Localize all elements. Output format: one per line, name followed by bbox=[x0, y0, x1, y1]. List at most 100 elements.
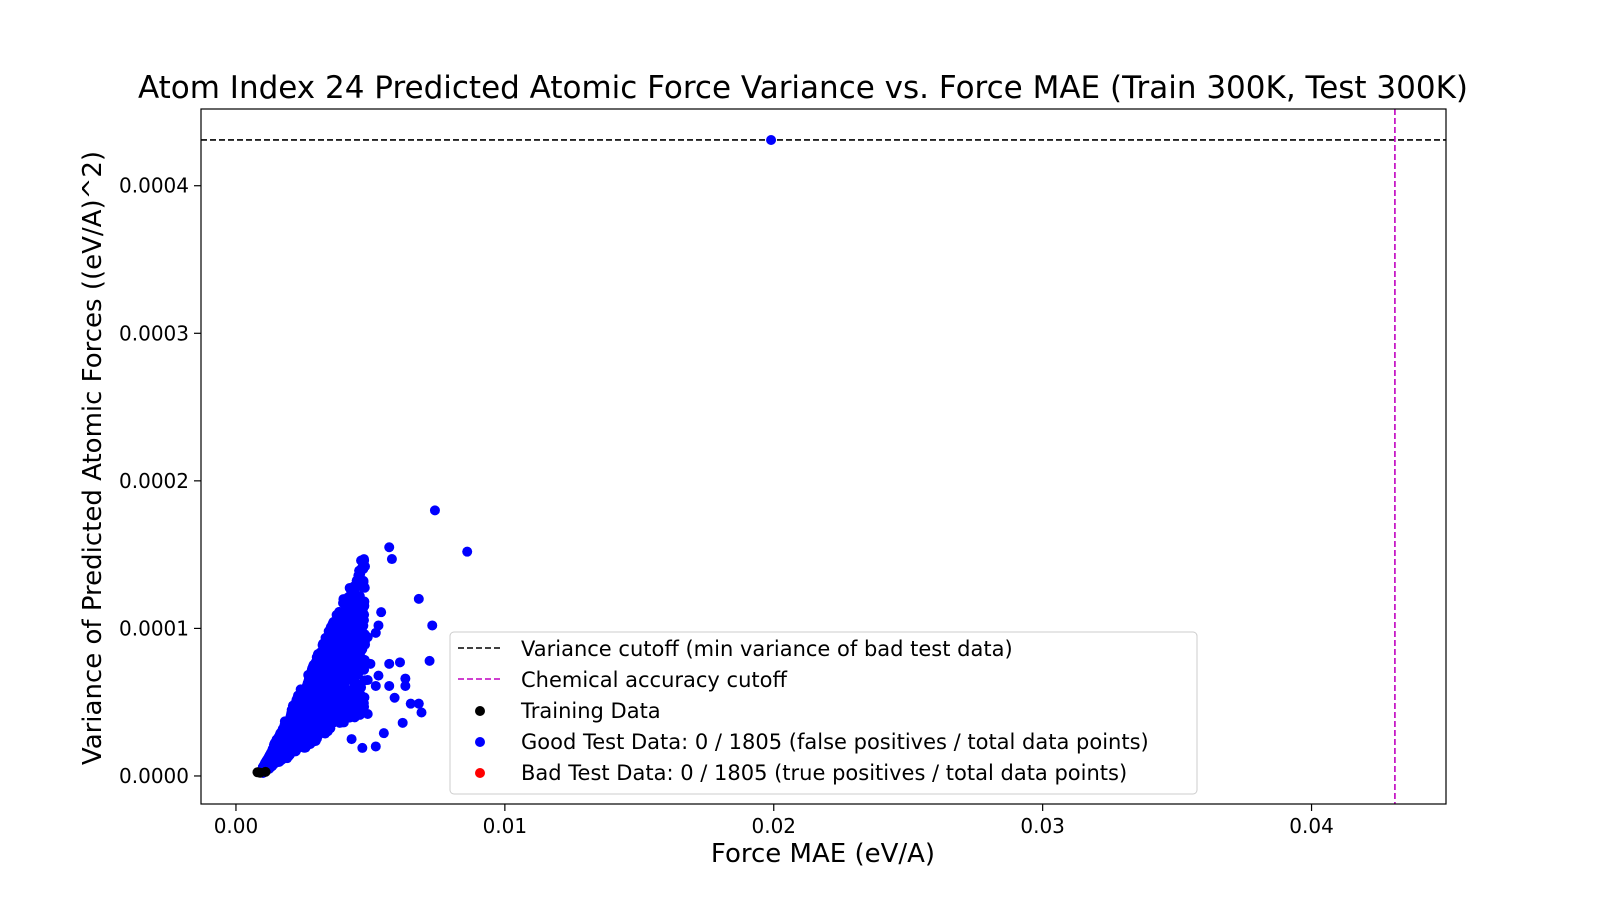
good-test-point bbox=[349, 679, 360, 690]
good-test-point bbox=[299, 701, 310, 712]
good-test-point bbox=[400, 673, 411, 684]
good-test-point bbox=[378, 728, 389, 739]
good-test-point bbox=[360, 639, 371, 650]
good-test-point bbox=[346, 708, 357, 719]
good-test-point bbox=[358, 600, 369, 611]
good-test-point bbox=[354, 701, 365, 712]
chart-title: Atom Index 24 Predicted Atomic Force Var… bbox=[138, 70, 1468, 106]
good-test-point bbox=[424, 655, 435, 666]
good-test-point bbox=[400, 680, 411, 691]
y-tick-label: 0.0001 bbox=[119, 616, 189, 640]
x-tick-label: 0.03 bbox=[1020, 814, 1065, 838]
good-test-point bbox=[285, 749, 296, 760]
good-test-point bbox=[349, 595, 360, 606]
good-test-point bbox=[341, 694, 352, 705]
legend-label-chemical-accuracy: Chemical accuracy cutoff bbox=[521, 668, 787, 692]
good-test-point bbox=[376, 607, 387, 618]
y-tick-label: 0.0004 bbox=[119, 174, 189, 198]
legend-label-training: Training Data bbox=[520, 699, 661, 723]
good-test-point bbox=[312, 705, 323, 716]
x-axis-ticks: 0.00 0.01 0.02 0.03 0.04 bbox=[214, 804, 1334, 838]
good-test-point bbox=[358, 575, 369, 586]
good-test-point bbox=[384, 658, 395, 669]
good-test-point bbox=[351, 655, 362, 666]
good-test-point bbox=[315, 649, 326, 660]
y-tick-label: 0.0002 bbox=[119, 469, 189, 493]
good-test-point bbox=[358, 564, 369, 575]
legend-label-variance-cutoff: Variance cutoff (min variance of bad tes… bbox=[521, 637, 1013, 661]
good-test-point bbox=[335, 685, 346, 696]
reference-lines bbox=[201, 109, 1446, 804]
good-test-point bbox=[386, 554, 397, 565]
good-test-point bbox=[338, 707, 349, 718]
good-test-point bbox=[357, 617, 368, 628]
x-tick-label: 0.00 bbox=[214, 814, 259, 838]
good-test-point bbox=[362, 708, 373, 719]
good-test-point bbox=[328, 658, 339, 669]
legend-marker-good-test bbox=[475, 737, 485, 747]
x-tick-label: 0.01 bbox=[483, 814, 528, 838]
x-tick-label: 0.04 bbox=[1289, 814, 1334, 838]
legend-marker-training bbox=[475, 706, 485, 716]
good-test-point bbox=[325, 624, 336, 635]
good-test-point bbox=[384, 542, 395, 553]
good-test-point bbox=[347, 641, 358, 652]
y-tick-label: 0.0000 bbox=[119, 764, 189, 788]
good-test-point bbox=[397, 717, 408, 728]
good-test-point bbox=[462, 546, 473, 557]
good-test-point bbox=[346, 614, 357, 625]
y-axis-ticks: 0.0000 0.0001 0.0002 0.0003 0.0004 bbox=[119, 174, 201, 788]
good-test-point bbox=[349, 689, 360, 700]
scatter-points bbox=[252, 134, 777, 778]
good-test-point bbox=[427, 620, 438, 631]
good-test-point bbox=[346, 666, 357, 677]
legend-label-bad-test: Bad Test Data: 0 / 1805 (true positives … bbox=[521, 761, 1127, 785]
good-test-point bbox=[394, 657, 405, 668]
good-test-point bbox=[274, 730, 285, 741]
y-tick-label: 0.0003 bbox=[119, 321, 189, 345]
good-test-point bbox=[429, 505, 440, 516]
good-test-point bbox=[358, 554, 369, 565]
good-test-point bbox=[291, 697, 302, 708]
good-test-point bbox=[389, 692, 400, 703]
plot-frame bbox=[200, 108, 1447, 805]
good-test-point bbox=[370, 741, 381, 752]
good-test-point bbox=[766, 134, 777, 145]
good-test-point bbox=[281, 719, 292, 730]
good-test-point bbox=[327, 675, 338, 686]
training-point bbox=[255, 767, 266, 778]
good-test-point bbox=[341, 621, 352, 632]
good-test-point bbox=[357, 742, 368, 753]
good-test-point bbox=[413, 698, 424, 709]
good-test-point bbox=[312, 717, 323, 728]
good-test-point bbox=[362, 675, 373, 686]
good-test-point bbox=[322, 694, 333, 705]
good-test-point bbox=[299, 716, 310, 727]
good-test-point bbox=[327, 707, 338, 718]
legend-marker-bad-test bbox=[475, 768, 485, 778]
y-axis-label: Variance of Predicted Atomic Forces ((eV… bbox=[78, 151, 108, 765]
good-test-point bbox=[338, 717, 349, 728]
legend-box bbox=[449, 631, 1198, 795]
good-test-point bbox=[302, 733, 313, 744]
good-test-point bbox=[384, 680, 395, 691]
good-test-point bbox=[357, 664, 368, 675]
good-test-point bbox=[333, 637, 344, 648]
legend-label-good-test: Good Test Data: 0 / 1805 (false positive… bbox=[521, 730, 1149, 754]
good-test-point bbox=[370, 680, 381, 691]
good-test-point bbox=[319, 725, 330, 736]
good-test-point bbox=[306, 676, 317, 687]
good-test-point bbox=[416, 707, 427, 718]
good-test-point bbox=[343, 654, 354, 665]
good-test-point bbox=[370, 627, 381, 638]
good-test-point bbox=[317, 663, 328, 674]
good-test-point bbox=[373, 670, 384, 681]
x-axis-label: Force MAE (eV/A) bbox=[711, 839, 935, 869]
x-tick-label: 0.02 bbox=[751, 814, 796, 838]
legend: Variance cutoff (min variance of bad tes… bbox=[449, 631, 1198, 795]
good-test-point bbox=[346, 734, 357, 745]
good-test-point bbox=[365, 658, 376, 669]
good-test-point bbox=[413, 593, 424, 604]
good-test-point bbox=[405, 698, 416, 709]
